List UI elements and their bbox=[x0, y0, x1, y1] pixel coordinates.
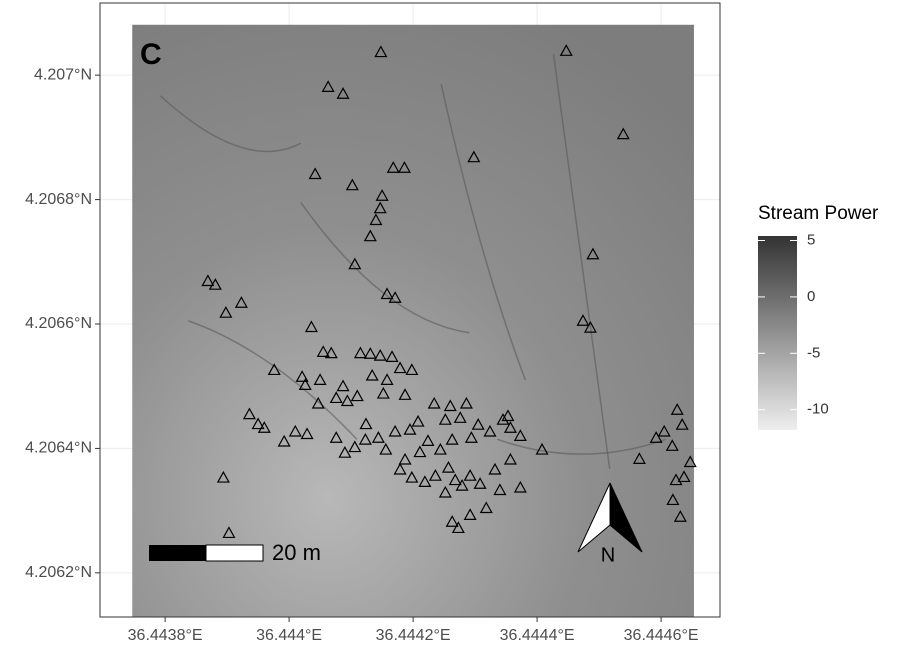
x-tick-label: 36.444°E bbox=[256, 627, 322, 644]
y-tick-label: 4.2066°N bbox=[25, 315, 92, 332]
x-tick-label: 36.4442°E bbox=[376, 627, 451, 644]
raster-layer bbox=[132, 25, 694, 617]
scale-bar-white bbox=[206, 545, 263, 561]
x-tick-label: 36.4438°E bbox=[128, 627, 203, 644]
colorbar-label: -10 bbox=[807, 401, 829, 418]
panel-label: C bbox=[140, 38, 162, 71]
y-tick-label: 4.2068°N bbox=[25, 191, 92, 208]
y-tick-label: 4.2064°N bbox=[25, 440, 92, 457]
colorbar bbox=[758, 236, 797, 430]
colorbar-label: -5 bbox=[807, 344, 820, 361]
x-tick-label: 36.4446°E bbox=[624, 627, 699, 644]
legend-title: Stream Power bbox=[758, 203, 879, 224]
colorbar-label: 5 bbox=[807, 231, 815, 248]
elevation-raster bbox=[132, 25, 694, 617]
scale-bar-label: 20 m bbox=[272, 540, 321, 565]
north-label: N bbox=[601, 544, 615, 566]
chart: C 20 m N Stream Power 5 0 -5 -10 36.4438°E 3… bbox=[0, 0, 920, 655]
x-tick-label: 36.4444°E bbox=[500, 627, 575, 644]
y-tick-label: 4.207°N bbox=[34, 66, 92, 83]
scale-bar-black bbox=[149, 545, 206, 561]
y-tick-label: 4.2062°N bbox=[25, 564, 92, 581]
colorbar-label: 0 bbox=[807, 288, 815, 305]
